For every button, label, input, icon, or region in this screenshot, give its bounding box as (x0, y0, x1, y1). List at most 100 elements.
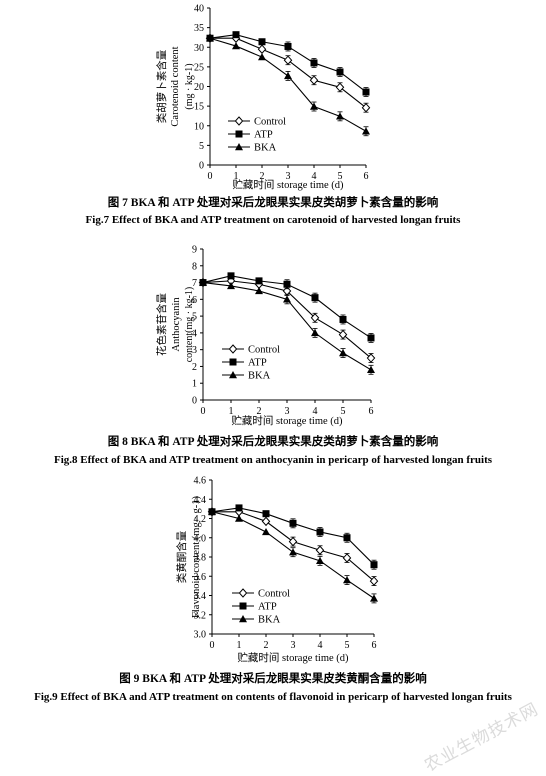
data-point (316, 528, 324, 536)
x-tick-label: 0 (210, 640, 215, 651)
x-tick-label: 4 (312, 171, 317, 182)
data-point (315, 545, 325, 556)
legend-marker (234, 116, 244, 126)
x-tick-label: 2 (257, 406, 262, 417)
data-point (255, 277, 263, 285)
series-bka (199, 278, 375, 375)
chart-anthocyanin: 0 1 2 3 4 5 6 7 8 9 0 1 2 3 4 5 6 贮藏时间 storage time (d) 花色… (155, 245, 376, 427)
y-tick-label: 0 (192, 396, 197, 407)
legend-marker (238, 588, 248, 598)
data-point (361, 102, 371, 113)
x-tick-label: 3 (291, 640, 296, 651)
y-tick-label: 15 (194, 102, 204, 113)
legend-marker (228, 344, 238, 354)
data-point (311, 294, 319, 302)
x-tick-label: 2 (260, 171, 265, 182)
data-point (235, 514, 243, 522)
y-tick-label: 3.2 (194, 610, 207, 621)
caption-en: Fig.8 Effect of BKA and ATP treatment on… (53, 454, 493, 466)
data-point (283, 55, 293, 65)
legend-marker (239, 602, 247, 610)
x-axis-label: 贮藏时间 storage time (d) (237, 651, 349, 664)
legend-marker (229, 371, 237, 379)
data-point (261, 516, 271, 527)
x-tick-label: 4 (313, 406, 318, 417)
data-point (288, 536, 298, 547)
y-tick-label: 5 (192, 312, 197, 323)
caption-en: Fig.7 Effect of BKA and ATP treatment on… (85, 214, 461, 226)
data-point (283, 295, 291, 303)
caption-cn: 图 8 BKA 和 ATP 处理对采后龙眼果实果皮类胡萝卜素含量的影响 (107, 436, 439, 448)
data-point (367, 334, 375, 342)
legend-marker (239, 615, 247, 623)
y-tick-label: 5 (199, 141, 204, 152)
x-tick-label: 0 (208, 171, 213, 182)
legend-label: ATP (258, 602, 277, 613)
y-tick-label: 2 (192, 362, 197, 373)
y-tick-label: 3.8 (194, 553, 207, 564)
y-tick-label: 3.6 (194, 572, 207, 583)
legend-label: Control (258, 589, 290, 600)
data-point (311, 328, 319, 337)
data-point (339, 349, 347, 357)
legend-label: BKA (254, 143, 277, 154)
x-tick-label: 3 (285, 406, 290, 417)
legend-label: ATP (254, 130, 273, 141)
x-tick-label: 1 (229, 406, 234, 417)
data-point (255, 286, 263, 295)
data-point (362, 88, 370, 96)
x-tick-label: 1 (234, 171, 239, 182)
data-point (309, 75, 319, 85)
y-axis-label-cn: 类黄酮含量 (175, 530, 188, 583)
y-tick-label: 6 (192, 295, 197, 306)
data-point (310, 313, 320, 323)
x-tick-label: 5 (345, 640, 350, 651)
y-tick-label: 35 (194, 23, 204, 34)
caption-cn: 图 7 BKA 和 ATP 处理对采后龙眼果实果皮类胡萝卜素含量的影响 (107, 197, 439, 209)
y-axis-label-unit: content(mg · kg-1) (184, 287, 195, 363)
data-point (316, 556, 324, 565)
data-point (366, 353, 376, 363)
y-tick-label: 3.4 (194, 591, 207, 602)
data-point (206, 34, 214, 42)
data-point (257, 44, 267, 54)
series-bka (208, 507, 378, 604)
y-tick-label: 10 (194, 121, 204, 132)
y-axis-label-cn: 类胡萝卜素含量 (155, 49, 168, 123)
caption-cn: 图 9 BKA 和 ATP 处理对采后龙眼果实果皮类黄酮含量的影响 (119, 673, 427, 685)
figure-8: 0 1 2 3 4 5 6 7 8 9 0 1 2 3 4 5 6 贮藏时间 storage time (d) 花色… (0, 240, 546, 472)
x-tick-label: 4 (318, 640, 323, 651)
y-tick-label: 4.6 (194, 476, 207, 487)
x-tick-label: 1 (237, 640, 242, 651)
chart-flavonoid: 3.0 3.2 3.4 3.6 3.8 4.0 4.2 4.4 4.6 0 1 2 3 4 5 6 贮藏时间 s… (175, 476, 379, 664)
x-axis-label: 贮藏时间 storage time (d) (232, 178, 344, 191)
data-point (342, 553, 352, 563)
data-point (258, 38, 266, 46)
legend-label: ATP (248, 358, 267, 369)
data-point (199, 278, 207, 286)
data-point (339, 315, 347, 323)
data-point (227, 281, 235, 290)
data-point (284, 42, 292, 50)
data-point (310, 59, 318, 67)
series-bka (206, 34, 370, 137)
data-point (335, 82, 345, 93)
series-atp (199, 272, 375, 343)
data-point (232, 31, 240, 39)
data-point (208, 507, 216, 515)
legend-label: BKA (248, 371, 271, 382)
legend-label: Control (254, 117, 286, 128)
y-tick-label: 0 (199, 161, 204, 172)
data-point (336, 112, 344, 120)
y-axis-label-cn: 花色素苷含量 (155, 293, 168, 356)
caption-en: Fig.9 Effect of BKA and ATP treatment on… (34, 691, 512, 703)
data-point (262, 510, 270, 518)
x-tick-label: 5 (341, 406, 346, 417)
y-tick-label: 4.4 (194, 495, 207, 506)
x-tick-label: 2 (264, 640, 269, 651)
figure-7: 0 5 10 15 20 25 30 35 40 0 1 2 3 4 5 6 贮藏时间 storage time… (0, 0, 546, 232)
y-tick-label: 1 (192, 379, 197, 390)
data-point (310, 102, 318, 110)
y-tick-label: 9 (192, 245, 197, 256)
data-point (338, 329, 348, 340)
